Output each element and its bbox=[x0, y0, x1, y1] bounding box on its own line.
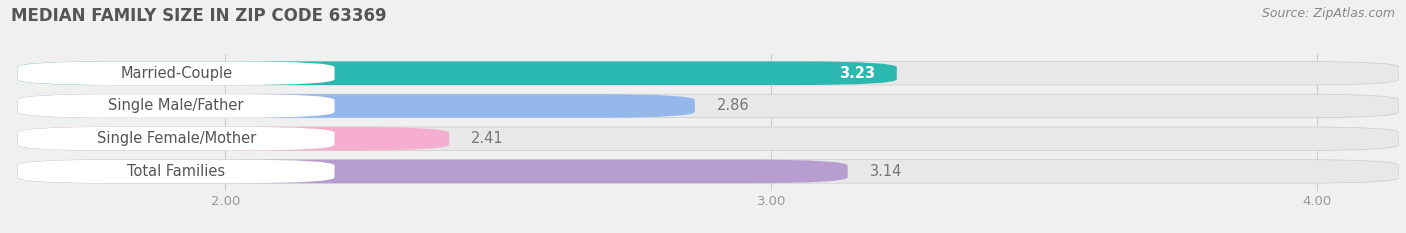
FancyBboxPatch shape bbox=[18, 94, 335, 118]
Text: Source: ZipAtlas.com: Source: ZipAtlas.com bbox=[1261, 7, 1395, 20]
Text: 2.41: 2.41 bbox=[471, 131, 503, 146]
Text: Married-Couple: Married-Couple bbox=[120, 66, 232, 81]
Text: Single Male/Father: Single Male/Father bbox=[108, 99, 245, 113]
FancyBboxPatch shape bbox=[18, 160, 1399, 183]
FancyBboxPatch shape bbox=[18, 127, 335, 151]
Text: 3.14: 3.14 bbox=[869, 164, 901, 179]
FancyBboxPatch shape bbox=[18, 127, 1399, 151]
FancyBboxPatch shape bbox=[18, 62, 335, 85]
FancyBboxPatch shape bbox=[18, 62, 1399, 85]
FancyBboxPatch shape bbox=[18, 62, 897, 85]
Text: Total Families: Total Families bbox=[127, 164, 225, 179]
FancyBboxPatch shape bbox=[18, 94, 695, 118]
Text: MEDIAN FAMILY SIZE IN ZIP CODE 63369: MEDIAN FAMILY SIZE IN ZIP CODE 63369 bbox=[11, 7, 387, 25]
Text: Single Female/Mother: Single Female/Mother bbox=[97, 131, 256, 146]
FancyBboxPatch shape bbox=[18, 160, 335, 183]
Text: 2.86: 2.86 bbox=[717, 99, 749, 113]
FancyBboxPatch shape bbox=[18, 127, 449, 151]
FancyBboxPatch shape bbox=[18, 94, 1399, 118]
FancyBboxPatch shape bbox=[18, 160, 848, 183]
Text: 3.23: 3.23 bbox=[839, 66, 875, 81]
